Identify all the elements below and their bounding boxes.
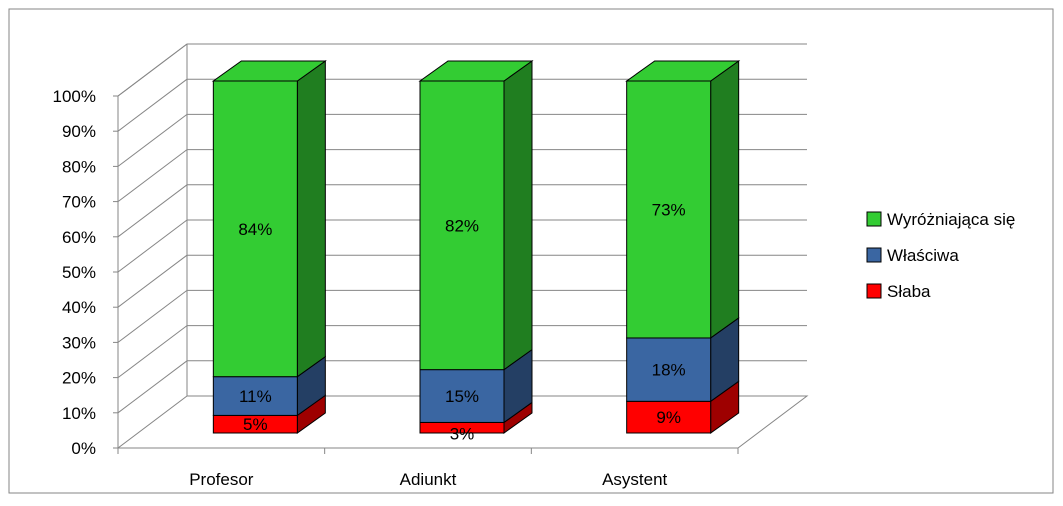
legend-swatch: [866, 211, 882, 227]
data-label: 11%: [239, 387, 272, 406]
data-label: 5%: [243, 415, 268, 434]
y-tick-label: 20%: [62, 369, 96, 388]
bars: [211, 60, 741, 434]
data-label: 18%: [652, 361, 686, 380]
data-label: 73%: [652, 200, 686, 219]
gridline-side: [117, 254, 188, 308]
legend: Wyróżniająca się Właściwa Słaba: [866, 210, 1015, 301]
legend-swatch: [866, 283, 882, 299]
x-tick-label: Adiunkt: [400, 470, 457, 489]
bar-front: [626, 337, 712, 402]
bar-front: [419, 80, 505, 371]
y-tick-label: 100%: [53, 87, 96, 106]
bar-segment-2-2: [625, 60, 741, 339]
y-tick-label: 0%: [71, 439, 96, 458]
legend-item: Wyróżniająca się: [866, 210, 1015, 229]
legend-swatch: [866, 247, 882, 263]
y-tick-label: 70%: [62, 193, 96, 212]
bar-front: [212, 80, 298, 378]
bar-segment-2-0: [626, 380, 740, 434]
data-label: 3%: [450, 425, 475, 444]
bar-segment-0-0: [212, 394, 326, 434]
bar-front: [419, 369, 505, 423]
data-labels: 5% 11% 84% 3% 15% 82% 9% 18% 73%: [238, 200, 685, 443]
y-tick-label: 60%: [62, 228, 96, 247]
y-tick-label: 40%: [62, 298, 96, 317]
bar-top: [418, 60, 534, 82]
x-tick-labels: Profesor Adiunkt Asystent: [189, 470, 667, 489]
y-tick-label: 50%: [62, 263, 96, 282]
y-tick-label: 80%: [62, 157, 96, 176]
bar-segment-1-1: [419, 348, 533, 424]
bar-segment-0-2: [211, 60, 327, 378]
gridline-side: [117, 219, 188, 273]
legend-item: Słaba: [866, 282, 931, 301]
y-tick-label: 10%: [62, 404, 96, 423]
legend-label: Wyróżniająca się: [887, 210, 1015, 229]
bar-top: [211, 60, 327, 82]
gridline-side: [117, 184, 188, 238]
gridline-side: [117, 360, 188, 414]
bar-top: [625, 60, 741, 82]
gridline-side: [117, 290, 188, 343]
data-label: 15%: [445, 387, 479, 406]
y-tick-labels: 0% 10% 20% 30% 40% 50% 60% 70% 80% 90% 100%: [53, 87, 96, 458]
gridline-side: [117, 325, 188, 378]
bar-side: [710, 60, 740, 339]
x-tick-label: Asystent: [602, 470, 667, 489]
bar-side: [296, 60, 326, 378]
bar-front: [212, 376, 298, 416]
y-tick-label: 30%: [62, 333, 96, 352]
bar-segment-1-2: [418, 60, 534, 371]
legend-item: Właściwa: [866, 246, 959, 265]
bar-side: [503, 60, 533, 371]
gridline-side: [117, 149, 188, 202]
axes: [113, 95, 739, 454]
gridline-side: [117, 78, 188, 132]
x-tick-label: Profesor: [189, 470, 254, 489]
y-tick-label: 90%: [62, 122, 96, 141]
gridline-side: [117, 43, 188, 97]
data-label: 84%: [238, 220, 272, 239]
bar-segment-0-1: [212, 355, 326, 417]
bar-segment-2-1: [626, 316, 740, 403]
gridline-side: [117, 114, 188, 167]
data-label: 82%: [445, 216, 479, 235]
bar-front: [626, 80, 712, 339]
bar-front: [626, 400, 712, 434]
legend-label: Właściwa: [887, 246, 959, 265]
data-label: 9%: [656, 408, 681, 427]
legend-label: Słaba: [887, 282, 931, 301]
